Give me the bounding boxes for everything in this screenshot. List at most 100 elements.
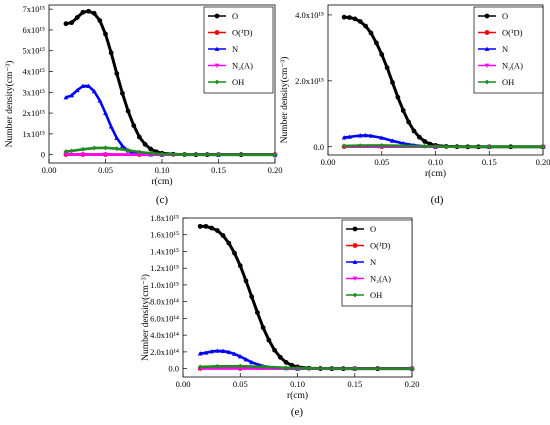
x-axis-label: r(cm) <box>287 390 308 401</box>
legend-marker <box>352 226 358 232</box>
x-tick-label: 0.15 <box>211 165 226 175</box>
legend-entry: O <box>502 11 508 21</box>
data-point <box>86 8 91 14</box>
y-axis-label: Number density(cm⁻³) <box>4 61 15 148</box>
data-point <box>209 225 215 231</box>
data-point <box>103 31 108 37</box>
data-point <box>266 337 272 343</box>
data-point <box>91 145 97 151</box>
data-point <box>220 233 226 238</box>
data-point <box>306 365 312 371</box>
data-point <box>103 145 108 151</box>
data-point <box>357 19 363 24</box>
x-tick-label: 0.10 <box>428 157 443 167</box>
x-tick-label: 0.00 <box>321 157 336 167</box>
data-point <box>400 108 406 113</box>
panel-label: (c) <box>156 194 169 206</box>
x-tick-label: 0.05 <box>374 157 389 167</box>
data-point <box>203 223 209 229</box>
y-tick-label: 3x10¹⁵ <box>22 87 45 97</box>
data-point <box>272 347 277 353</box>
y-tick-label: 2.0x10¹⁴ <box>150 347 179 357</box>
series-oh <box>63 145 278 158</box>
data-point <box>237 363 243 369</box>
y-tick-label: 2.0x10¹⁵ <box>295 76 324 86</box>
data-point <box>91 88 97 94</box>
data-point <box>390 80 395 85</box>
data-point <box>182 152 187 157</box>
y-tick-label: 1.6x10¹⁵ <box>150 230 179 240</box>
x-tick-label: 0.00 <box>176 379 191 389</box>
data-point <box>255 310 260 315</box>
legend-marker <box>214 13 220 19</box>
legend-marker <box>484 13 490 19</box>
data-point <box>357 143 363 149</box>
legend-entry: N <box>370 257 376 267</box>
y-tick-label: 0.0 <box>168 364 179 374</box>
y-tick-label: 1.0x10¹⁵ <box>150 280 179 290</box>
data-point <box>148 146 154 152</box>
data-point <box>232 351 237 356</box>
data-point <box>131 123 137 128</box>
data-point <box>142 141 148 147</box>
legend-marker <box>484 30 490 35</box>
y-tick-label: 0.0 <box>313 142 324 152</box>
series-oh <box>197 363 415 372</box>
data-point <box>97 18 103 23</box>
y-tick-label: 6.0x10¹⁴ <box>150 313 179 323</box>
data-point <box>91 10 97 16</box>
data-point <box>80 152 86 157</box>
y-tick-label: 1x10¹⁵ <box>22 129 45 139</box>
data-point <box>395 94 401 100</box>
data-point <box>197 223 203 229</box>
data-point <box>243 278 249 284</box>
data-point <box>114 135 120 140</box>
y-axis-label: Number density(cm⁻³) <box>279 57 290 144</box>
y-tick-label: 4.0x10¹⁴ <box>150 330 179 340</box>
panel-label: (d) <box>431 194 444 206</box>
data-point <box>114 146 120 152</box>
data-point <box>363 132 369 138</box>
data-point <box>216 152 221 158</box>
data-point <box>209 349 215 354</box>
x-tick-label: 0.15 <box>482 157 497 167</box>
legend-marker <box>352 276 358 281</box>
data-point <box>352 16 358 22</box>
data-point <box>249 359 255 365</box>
data-point <box>237 263 243 269</box>
data-point <box>540 144 546 150</box>
legend-entry: N₂(A) <box>232 61 253 71</box>
data-point <box>341 14 347 20</box>
data-point <box>384 65 390 71</box>
data-point <box>137 134 142 140</box>
data-point <box>400 141 406 146</box>
data-point <box>272 152 278 158</box>
data-point <box>125 108 131 114</box>
panel-c: 0.00 0.05 0.10 0.15 0.20 0 1x10¹⁵ 2x10¹⁵ 3x10¹⁵ 4… <box>4 4 282 206</box>
data-point <box>289 362 295 368</box>
data-point <box>443 144 449 149</box>
legend-entry: O <box>232 11 238 21</box>
data-point <box>260 364 266 370</box>
y-tick-label: 6x10¹⁵ <box>22 25 45 35</box>
data-point <box>197 351 203 356</box>
data-point <box>237 354 243 359</box>
data-point <box>103 152 108 157</box>
legend-marker <box>352 243 358 248</box>
data-point <box>63 152 69 157</box>
y-tick-label: 0 <box>41 150 45 160</box>
legend-marker <box>484 63 490 68</box>
data-point <box>357 133 363 138</box>
y-tick-label: 7x10¹⁵ <box>22 4 45 14</box>
data-point <box>226 240 232 246</box>
panel-e: 0.00 0.05 0.10 0.15 0.20 0.0 2.0x10¹⁴ 4.0x10¹⁴ 6… <box>140 213 419 418</box>
data-point <box>97 98 103 103</box>
data-point <box>243 357 249 362</box>
data-point <box>74 15 80 20</box>
legend-marker <box>214 30 220 35</box>
data-point <box>148 150 154 156</box>
legend-entry: N₂(A) <box>502 61 523 71</box>
data-point <box>283 359 289 365</box>
data-point <box>390 138 395 143</box>
